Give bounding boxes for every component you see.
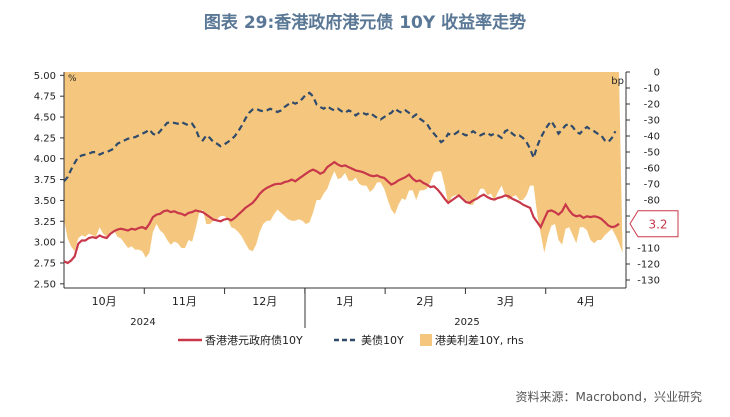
right-tick-label: -10	[644, 84, 660, 95]
x-tick-label: 10月	[92, 295, 117, 308]
legend-label-us: 美债10Y	[361, 333, 404, 347]
right-axis-unit: bp	[611, 76, 624, 87]
x-tick-label: 12月	[252, 295, 277, 308]
right-tick-label: -20	[644, 100, 660, 111]
right-tick-label: -30	[644, 116, 660, 127]
right-tick-label: -120	[637, 260, 660, 271]
x-tick-label: 4月	[577, 295, 595, 308]
us-10y-line	[63, 91, 617, 183]
left-tick-label: 3.00	[34, 238, 56, 249]
left-tick-label: 4.50	[34, 113, 56, 124]
hk-end-label-box	[629, 210, 679, 238]
x-tick-label: 3月	[497, 295, 515, 308]
left-tick-label: 3.75	[34, 175, 56, 186]
hk-end-label: 3.2	[648, 217, 667, 231]
x-tick-label: 11月	[172, 295, 197, 308]
left-tick-label: 5.00	[34, 71, 56, 82]
left-tick-label: 2.50	[34, 279, 56, 290]
x-year-label: 2025	[454, 317, 479, 328]
left-tick-label: 4.00	[34, 154, 56, 165]
chart-title: 图表 29:香港政府港元债 10Y 收益率走势	[203, 13, 527, 33]
legend-swatch-spread	[420, 334, 432, 346]
us-end-label: 4.33	[645, 0, 672, 3]
left-tick-label: 3.50	[34, 196, 56, 207]
hk-10y-line	[63, 160, 620, 265]
left-tick-label: 3.25	[34, 217, 56, 228]
x-year-label: 2024	[130, 317, 155, 328]
left-axis-unit: %	[68, 74, 77, 84]
left-tick-label: 4.25	[34, 133, 56, 144]
legend-label-spread: 港美利差10Y, rhs	[435, 333, 524, 347]
left-tick-label: 2.75	[34, 258, 56, 269]
left-tick-label: 4.75	[34, 92, 56, 103]
right-tick-label: -130	[637, 276, 660, 287]
right-tick-label: -60	[644, 164, 660, 175]
right-tick-label: -70	[644, 180, 660, 191]
x-tick-label: 1月	[336, 295, 354, 308]
source-note: 资料来源：Macrobond，兴业研究	[515, 390, 703, 404]
right-tick-label: -80	[644, 196, 660, 207]
legend-label-hk: 香港港元政府债10Y	[205, 333, 303, 347]
right-tick-label: -50	[644, 148, 660, 159]
right-tick-label: 0	[654, 68, 660, 79]
right-tick-label: -110	[637, 244, 660, 255]
x-tick-label: 2月	[416, 295, 434, 308]
right-tick-label: -40	[644, 132, 660, 143]
